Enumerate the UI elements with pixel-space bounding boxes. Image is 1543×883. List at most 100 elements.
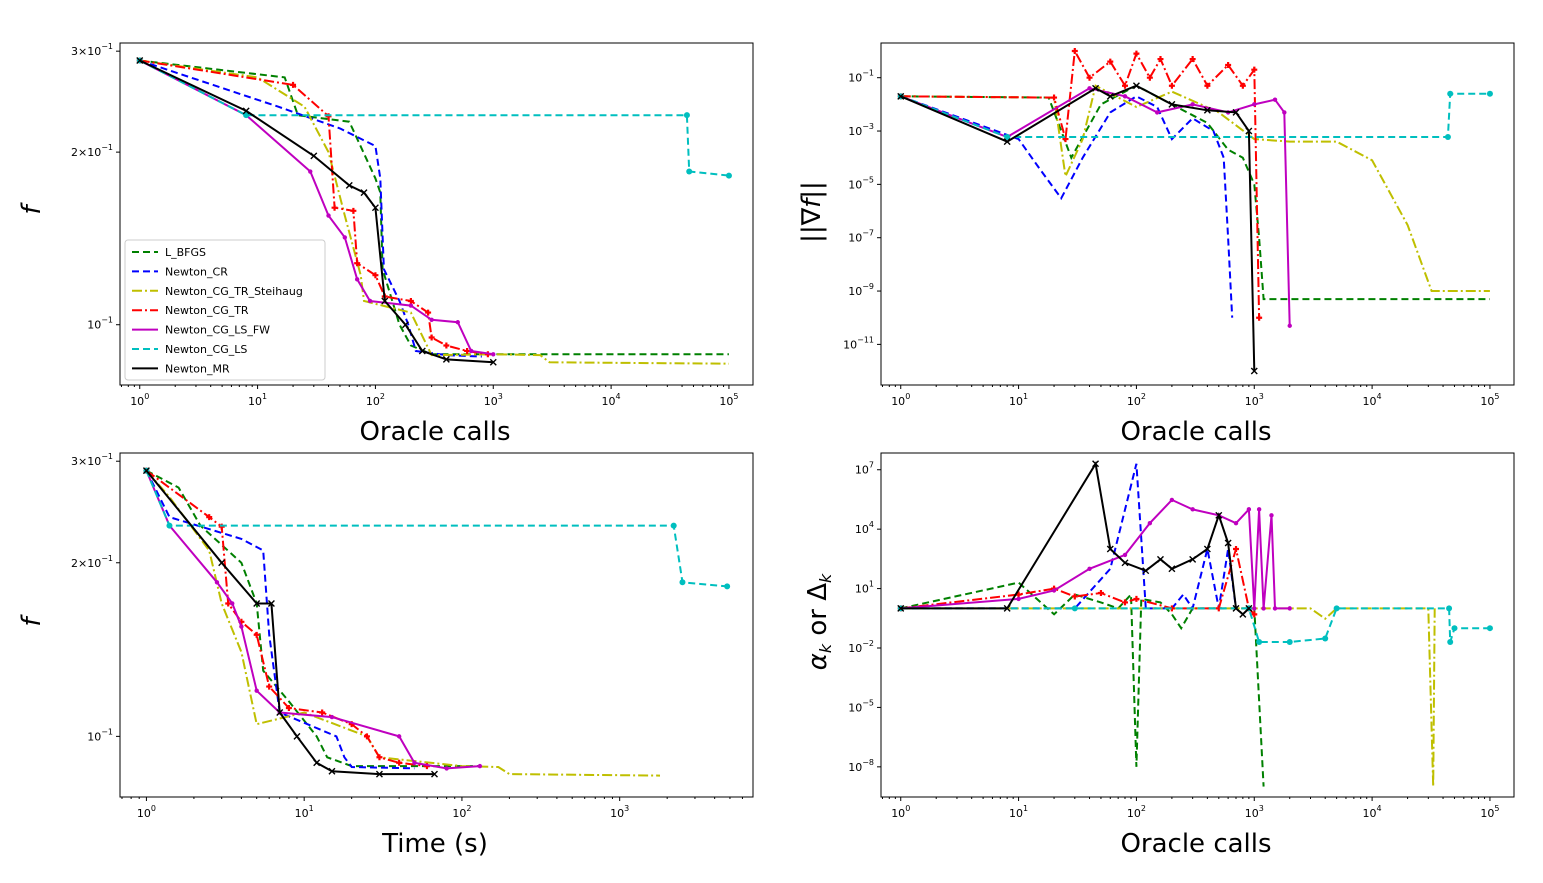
data-point-newton-cg-ls — [166, 522, 173, 529]
data-point-newton-cg-ls-fw — [214, 580, 220, 585]
data-point-newton-cg-tr — [206, 514, 213, 521]
series-line-newton-cg-ls — [900, 92, 1490, 138]
data-point-newton-cg-ls-fw — [455, 320, 460, 325]
data-point-newton-mr — [1232, 108, 1240, 116]
data-point-newton-cg-ls — [679, 579, 686, 586]
data-point-newton-cg-ls-fw — [1261, 606, 1266, 611]
series-line-newton-cg-tr-steihaug — [139, 59, 729, 365]
data-point-newton-cg-ls-fw — [429, 317, 434, 322]
data-point-newton-cg-tr — [331, 204, 338, 211]
data-point-newton-mr — [897, 92, 905, 100]
data-point-newton-mr — [345, 181, 353, 189]
data-point-newton-cg-tr — [1133, 50, 1140, 57]
data-point-newton-cg-ls — [1004, 133, 1011, 140]
x-tick-label: 100 — [891, 392, 910, 408]
x-tick-label: 104 — [602, 392, 621, 408]
y-axis-label-top-right: ||∇f|| — [797, 181, 827, 243]
plot-area-top-left: 100 101 102 103 104 105 10−1 2×10−1 3×10−1 — [71, 42, 754, 408]
data-point-newton-cg-tr — [1189, 56, 1196, 63]
legend-label-newton-mr: Newton_MR — [165, 362, 230, 375]
axes-frame — [119, 452, 754, 798]
series-line-newton-mr — [145, 469, 435, 776]
data-point-newton-cg-ls-fw — [1087, 86, 1092, 91]
x-tick-label: 100 — [137, 804, 156, 820]
data-point-newton-cg-tr — [1051, 94, 1058, 101]
data-point-newton-cg-ls-fw — [491, 352, 496, 357]
data-point-newton-cg-ls — [1486, 90, 1493, 97]
panel-top-left: 100 101 102 103 104 105 10−1 2×10−1 3×10−1 Oracl… — [17, 42, 754, 447]
data-point-newton-mr — [1121, 559, 1129, 567]
series-line-newton-cg-tr — [900, 47, 1261, 318]
data-point-newton-cg-ls-fw — [1154, 110, 1160, 115]
y-tick-label: 10−9 — [848, 282, 874, 298]
data-point-newton-cg-tr — [266, 683, 273, 690]
data-point-newton-mr — [1168, 100, 1176, 108]
data-point-newton-cg-ls-fw — [1269, 513, 1274, 518]
data-point-newton-mr — [1239, 610, 1247, 618]
data-point-newton-cg-tr — [1122, 599, 1128, 606]
legend-label-l-bfgs: L_BFGS — [165, 246, 206, 259]
data-point-newton-cg-ls-fw — [1272, 606, 1278, 611]
series-line-newton-mr — [900, 461, 1250, 616]
y-tick-label: 3×10−1 — [71, 42, 113, 58]
data-point-newton-cg-tr — [1097, 589, 1104, 596]
y-tick-label: 10−7 — [848, 229, 874, 245]
data-point-newton-cg-ls-fw — [367, 298, 373, 304]
x-tick-label: 104 — [1363, 392, 1382, 408]
legend-box — [124, 239, 326, 381]
x-tick-label: 101 — [1009, 392, 1028, 408]
series-line-newton-cg-ls — [145, 470, 728, 588]
data-point-newton-cg-ls-fw — [1282, 110, 1287, 115]
data-point-newton-cg-ls-fw — [1272, 97, 1278, 102]
data-point-newton-cg-ls-fw — [254, 688, 259, 693]
data-point-newton-cg-ls-fw — [1233, 520, 1239, 526]
data-point-newton-mr — [1245, 604, 1253, 612]
data-point-newton-mr — [442, 355, 450, 363]
legend-label-newton-cg-ls: Newton_CG_LS — [165, 343, 247, 356]
data-point-newton-cg-tr — [1133, 595, 1140, 602]
x-tick-label: 103 — [610, 804, 629, 820]
data-point-newton-mr — [1168, 565, 1176, 573]
x-tick-label: 103 — [1245, 392, 1264, 408]
x-tick-label: 105 — [1480, 804, 1499, 820]
data-point-newton-cg-tr — [1204, 82, 1211, 89]
y-tick-label: 10−8 — [848, 758, 874, 774]
data-point-newton-cg-tr — [1086, 74, 1093, 81]
data-point-newton-mr — [136, 56, 144, 64]
data-point-newton-cg-tr — [372, 272, 379, 279]
data-point-newton-cg-ls — [670, 522, 677, 529]
y-tick-label: 10−1 — [848, 69, 874, 85]
data-point-newton-cg-tr — [285, 704, 292, 711]
data-point-newton-cg-ls — [1447, 90, 1454, 97]
y-tick-label: 10−1 — [87, 727, 113, 743]
data-point-newton-mr — [328, 767, 336, 775]
data-point-newton-mr — [1245, 127, 1253, 135]
data-point-newton-cg-ls-fw — [1122, 552, 1128, 558]
data-point-newton-mr — [1156, 555, 1164, 563]
data-point-newton-mr — [1132, 82, 1140, 90]
data-point-newton-cg-tr — [290, 81, 297, 88]
data-point-newton-cg-ls-fw — [1252, 606, 1257, 611]
series-line-l-bfgs — [900, 581, 1265, 787]
x-tick-label: 102 — [366, 392, 385, 408]
data-point-newton-cg-tr — [1239, 82, 1246, 89]
axes-frame — [880, 42, 1515, 386]
y-axis-label-top-left: f — [17, 202, 47, 215]
data-point-newton-mr — [253, 599, 261, 607]
data-point-newton-cg-tr — [363, 733, 370, 740]
data-point-newton-cg-ls — [1286, 639, 1293, 646]
data-point-newton-cg-ls — [1446, 605, 1453, 612]
series-line-newton-cr — [145, 470, 415, 770]
data-point-newton-cg-ls-fw — [1256, 507, 1262, 512]
data-point-newton-cg-ls-fw — [230, 601, 235, 606]
data-point-newton-mr — [381, 297, 389, 305]
data-point-newton-cg-tr — [1256, 314, 1263, 321]
data-point-newton-mr — [418, 347, 426, 355]
y-tick-label: 10−5 — [848, 175, 874, 191]
series-group — [897, 460, 1493, 787]
data-point-newton-cg-tr — [1251, 66, 1258, 73]
plot-area-bottom-left: 100 101 102 103 10−1 2×10−1 3×10−1 — [71, 452, 754, 820]
series-line-l-bfgs — [900, 84, 1490, 301]
data-point-newton-cg-tr — [1168, 82, 1175, 89]
data-point-newton-cg-ls-fw — [1122, 94, 1128, 99]
